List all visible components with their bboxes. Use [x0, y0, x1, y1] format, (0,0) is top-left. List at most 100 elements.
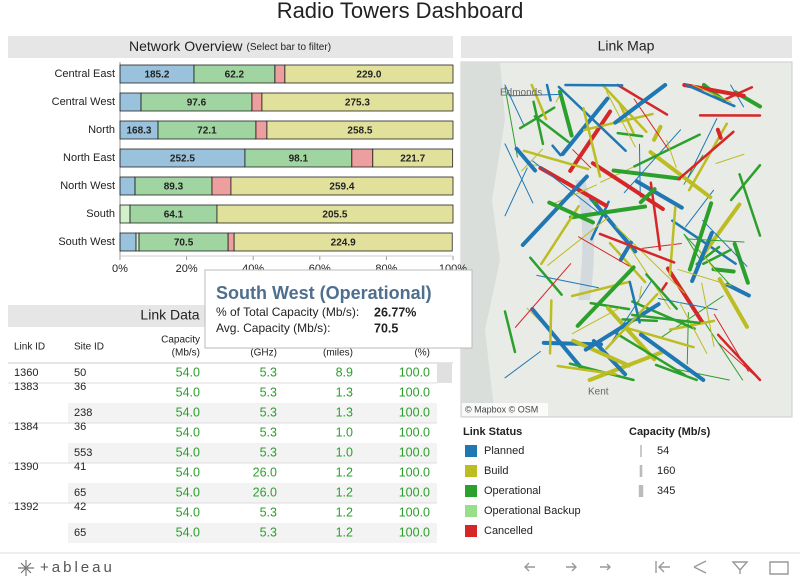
bar-segment[interactable] [252, 93, 262, 111]
row-shade [68, 403, 437, 423]
bar-label: 168.3 [126, 126, 151, 137]
legend-label: 54 [657, 445, 669, 457]
map-title: Link Map [598, 38, 655, 54]
bar-label: 259.4 [329, 182, 354, 193]
table-cell: 1.0 [336, 445, 353, 459]
table-cell: 100.0 [399, 485, 430, 499]
table-cell: 5.3 [260, 505, 277, 519]
map-attribution: © Mapbox © OSM [465, 404, 538, 414]
toolbar-button[interactable] [733, 562, 747, 574]
column-header: (GHz) [250, 348, 277, 359]
toolbar-button[interactable] [694, 561, 706, 573]
legend-swatch[interactable] [465, 445, 477, 457]
toolbar-button[interactable] [656, 561, 670, 573]
legend-swatch[interactable] [465, 485, 477, 497]
table-cell: 1.3 [336, 405, 353, 419]
column-header: Capacity [161, 335, 200, 346]
table-cell: 54.0 [176, 525, 200, 539]
table-cell: 1383 [14, 381, 38, 393]
bar-label: 229.0 [356, 70, 381, 81]
logo-text[interactable]: +ableau [40, 559, 115, 576]
legend-label: Build [484, 465, 508, 477]
table-cell: 54.0 [176, 405, 200, 419]
table-cell: 5.3 [260, 525, 277, 539]
column-header: Link ID [14, 342, 45, 353]
legend-title: Capacity (Mb/s) [629, 426, 711, 438]
category-label: Central East [54, 68, 115, 80]
row-shade [68, 523, 437, 543]
toolbar-button[interactable] [525, 563, 535, 571]
bar-segment[interactable] [256, 121, 267, 139]
table-cell: 1.0 [336, 425, 353, 439]
table-cell: 54.0 [176, 365, 200, 379]
table-cell: 1.3 [336, 385, 353, 399]
bar-label: 258.5 [347, 126, 372, 137]
bar-segment[interactable] [120, 177, 135, 195]
bar-label: 97.6 [187, 98, 207, 109]
column-header: Site ID [74, 342, 104, 353]
table-cell: 1.2 [336, 505, 353, 519]
bar-segment[interactable] [120, 93, 141, 111]
category-label: Central West [52, 96, 115, 108]
table-cell: 41 [74, 461, 86, 473]
bar-segment[interactable] [120, 233, 136, 251]
column-header: (miles) [323, 348, 353, 359]
category-label: North West [60, 180, 115, 192]
table-cell: 5.3 [260, 365, 277, 379]
row-shade [68, 443, 437, 463]
table-cell: 54.0 [176, 445, 200, 459]
table-cell: 5.3 [260, 425, 277, 439]
bar-label: 64.1 [164, 210, 184, 221]
table-cell: 42 [74, 501, 86, 513]
table-cell: 50 [74, 367, 86, 379]
toolbar-button[interactable] [770, 562, 788, 574]
title-text: Network Overview [129, 38, 243, 54]
dashboard-title: Radio Towers Dashboard [277, 0, 524, 23]
bar-label: 89.3 [164, 182, 184, 193]
scrollbar[interactable] [437, 363, 452, 383]
column-header: (Mb/s) [172, 348, 200, 359]
bar-segment[interactable] [120, 205, 130, 223]
table-cell: 54.0 [176, 465, 200, 479]
bar-label: 224.9 [331, 238, 356, 249]
toolbar-button[interactable] [600, 564, 610, 570]
table-cell: 65 [74, 487, 86, 499]
column-header: (%) [414, 348, 430, 359]
table-cell: 100.0 [399, 425, 430, 439]
bar-label: 221.7 [400, 154, 425, 165]
table-cell: 1.2 [336, 465, 353, 479]
table-cell: 1360 [14, 367, 38, 379]
table-cell: 26.0 [253, 465, 277, 479]
table-cell: 100.0 [399, 525, 430, 539]
legend-swatch[interactable] [465, 465, 477, 477]
table-cell: 100.0 [399, 385, 430, 399]
table-cell: 54.0 [176, 385, 200, 399]
bar-segment[interactable] [136, 233, 139, 251]
table-cell: 36 [74, 421, 86, 433]
logo-mark [18, 560, 34, 576]
x-tick-label: 20% [176, 263, 198, 275]
bar-segment[interactable] [212, 177, 231, 195]
table-cell: 100.0 [399, 405, 430, 419]
bar-label: 70.5 [174, 238, 194, 249]
bar-segment[interactable] [275, 65, 285, 83]
legend-swatch[interactable] [465, 505, 477, 517]
bar-segment[interactable] [228, 233, 234, 251]
legend-label: Operational [484, 485, 541, 497]
place-label: Kent [588, 387, 609, 398]
legend-label: Cancelled [484, 525, 533, 537]
table-cell: 1.2 [336, 525, 353, 539]
table-cell: 1392 [14, 501, 38, 513]
legend-label: Operational Backup [484, 505, 581, 517]
table-cell: 238 [74, 407, 92, 419]
toolbar-button[interactable] [566, 563, 576, 571]
table-cell: 5.3 [260, 405, 277, 419]
bar-label: 72.1 [197, 126, 217, 137]
legend-swatch[interactable] [465, 525, 477, 537]
table-cell: 26.0 [253, 485, 277, 499]
table-cell: 5.3 [260, 385, 277, 399]
tooltip-label: Avg. Capacity (Mb/s): [216, 321, 330, 335]
bar-segment[interactable] [352, 149, 373, 167]
table-cell: 54.0 [176, 505, 200, 519]
